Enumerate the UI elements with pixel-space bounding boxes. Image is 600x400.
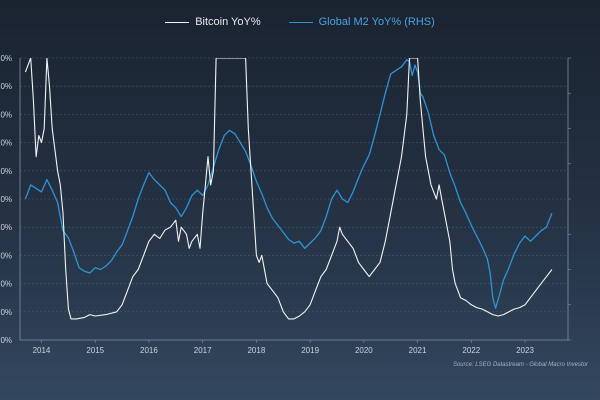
y-tick-label-3: 0% [0, 251, 12, 260]
x-tick-label-6: 2020 [355, 346, 373, 355]
x-tick-label-4: 2018 [247, 346, 265, 355]
legend-swatch-bitcoin [165, 21, 190, 23]
x-tick-label-1: 2015 [86, 346, 104, 355]
y-tick-label-1: 0% [0, 308, 12, 317]
series-line-bitcoin [24, 58, 553, 320]
y-tick-label-6: 0% [0, 167, 12, 176]
legend-item-bitcoin: Bitcoin YoY% [165, 16, 261, 28]
x-tick-label-3: 2017 [194, 346, 212, 355]
legend-label-m2: Global M2 YoY% (RHS) [318, 16, 435, 28]
legend-label-bitcoin: Bitcoin YoY% [195, 16, 261, 28]
y-tick-label-7: 0% [0, 139, 12, 148]
legend-swatch-m2 [288, 21, 313, 23]
x-tick-label-0: 2014 [33, 346, 51, 355]
y-tick-label-5: 0% [0, 195, 12, 204]
y-tick-label-0: 0% [0, 336, 12, 345]
y-tick-label-9: 0% [0, 82, 12, 91]
source-note: Source: LSEG Datastream - Global Macro I… [452, 362, 588, 368]
x-tick-label-7: 2021 [409, 346, 427, 355]
y-tick-label-4: 0% [0, 223, 12, 232]
x-tick-label-2: 2016 [140, 346, 158, 355]
y-tick-label-10: 0% [0, 54, 12, 63]
y-tick-label-8: 0% [0, 110, 12, 119]
legend-item-m2: Global M2 YoY% (RHS) [288, 16, 435, 28]
x-tick-label-8: 2022 [462, 346, 480, 355]
x-tick-label-5: 2019 [301, 346, 319, 355]
x-tick-label-9: 2023 [516, 346, 534, 355]
y-tick-label-2: 0% [0, 280, 12, 289]
legend: Bitcoin YoY% Global M2 YoY% (RHS) [0, 16, 600, 28]
series-line-global-m2 [24, 59, 553, 309]
